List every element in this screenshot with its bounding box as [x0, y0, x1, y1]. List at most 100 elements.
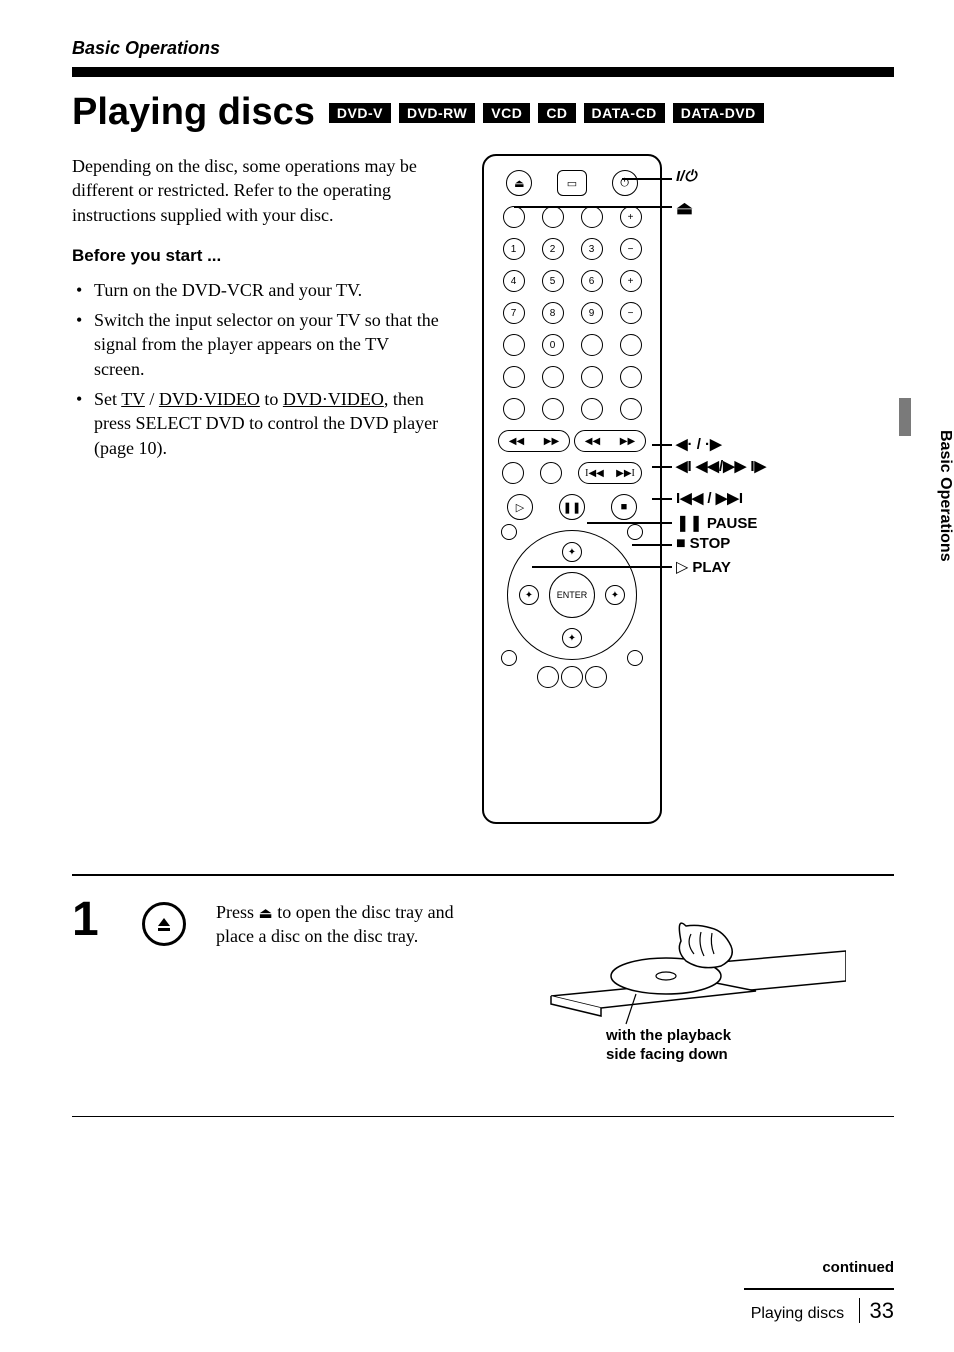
remote-dpad: ENTER ✦ ✦ ✦ ✦ — [507, 530, 637, 660]
remote-btn-a — [503, 366, 525, 388]
page-title: Playing discs — [72, 91, 315, 134]
remote-fn-row-2 — [494, 366, 650, 388]
remote-btn-e — [503, 398, 525, 420]
step-eject-icon — [142, 902, 186, 946]
b3-tv: TV — [121, 389, 145, 409]
lead-pause — [587, 522, 672, 524]
remote-btn-b — [542, 366, 564, 388]
remote-lower-3 — [585, 666, 607, 688]
remote-btn-skip-b — [540, 462, 562, 484]
remote-btn-g — [581, 398, 603, 420]
dpad-corner-tr — [627, 524, 643, 540]
remote-btn-1: 1 — [503, 238, 525, 260]
badge-dvd-v: DVD-V — [329, 103, 391, 123]
thick-rule — [72, 67, 894, 77]
badge-data-dvd: DATA-DVD — [673, 103, 764, 123]
remote-btn-2: 2 — [542, 238, 564, 260]
tray-caption: with the playback side facing down — [606, 1026, 731, 1065]
remote-num-row-3: 7 8 9 − — [494, 302, 650, 324]
remote-btn-minus2: − — [620, 302, 642, 324]
remote-top-row: ⏏ ▭ ⏻ — [494, 170, 650, 196]
remote-lower-2 — [561, 666, 583, 688]
lead-play — [532, 566, 672, 568]
before-list: Turn on the DVD-VCR and your TV. Switch … — [72, 278, 442, 460]
remote-num-row-4: 0 — [494, 334, 650, 356]
lead-stop — [632, 544, 672, 546]
disc-tray-svg — [526, 896, 846, 1026]
remote-btn-fn3 — [581, 206, 603, 228]
callout-stop: ■STOP — [676, 535, 730, 553]
left-column: Depending on the disc, some operations m… — [72, 154, 442, 844]
remote-pill-skip: I◀◀▶▶I — [578, 462, 642, 484]
section-header: Basic Operations — [72, 38, 894, 59]
remote-btn-8: 8 — [542, 302, 564, 324]
intro-paragraph: Depending on the disc, some operations m… — [72, 154, 442, 227]
b3-mid2: to — [260, 389, 283, 409]
remote-btn-3: 3 — [581, 238, 603, 260]
step-text: Press ⏏ to open the disc tray and place … — [216, 896, 496, 949]
remote-transport-row: ▷ ❚❚ ■ — [494, 494, 650, 520]
remote-pill-row-1: ◀◀▶▶ ◀◀▶▶ — [494, 430, 650, 452]
step-1-row: 1 Press ⏏ to open the disc tray and plac… — [72, 896, 894, 1096]
b3-mid1: / — [145, 389, 159, 409]
rule-above-step — [72, 874, 894, 876]
remote-btn-c — [581, 366, 603, 388]
footer-rule — [744, 1288, 894, 1290]
remote-btn-fn2 — [542, 206, 564, 228]
remote-btn-fn1 — [503, 206, 525, 228]
callout-power: I/⏻ — [676, 168, 696, 185]
bullet-3: Set TV / DVD·VIDEO to DVD·VIDEO, then pr… — [72, 387, 442, 460]
remote-btn-4: 4 — [503, 270, 525, 292]
remote-btn-0: 0 — [542, 334, 564, 356]
remote-btn-skip-a — [502, 462, 524, 484]
dpad-corner-bl — [501, 650, 517, 666]
dpad-enter: ENTER — [549, 572, 595, 618]
side-tab-bar — [899, 398, 911, 436]
lead-slow — [652, 444, 672, 446]
badge-data-cd: DATA-CD — [584, 103, 665, 123]
caption-line-2: side facing down — [606, 1046, 728, 1063]
page-footer: continued Playing discs 33 — [744, 1259, 894, 1324]
lead-eject — [514, 206, 672, 208]
remote-pill-scan-l: ◀◀▶▶ — [498, 430, 570, 452]
dpad-up: ✦ — [562, 542, 582, 562]
before-heading: Before you start ... — [72, 245, 442, 268]
caption-line-1: with the playback — [606, 1027, 731, 1044]
remote-num-row-1: 1 2 3 − — [494, 238, 650, 260]
remote-btn-9: 9 — [581, 302, 603, 324]
dpad-right: ✦ — [605, 585, 625, 605]
remote-skip-row: I◀◀▶▶I — [494, 462, 650, 484]
remote-btn-plus1: + — [620, 206, 642, 228]
step-number: 1 — [72, 896, 112, 944]
remote-btn-play: ▷ — [507, 494, 533, 520]
callout-skip: I◀◀ / ▶▶I — [676, 489, 743, 507]
dpad-left: ✦ — [519, 585, 539, 605]
callout-eject: ⏏ — [676, 198, 693, 219]
b3-dvdvideo-1: DVD·VIDEO — [159, 389, 260, 409]
footer-title: Playing discs — [751, 1305, 844, 1322]
remote-btn-minus1: − — [620, 238, 642, 260]
right-column: ⏏ ▭ ⏻ + 1 2 3 − 4 5 6 + — [472, 154, 894, 844]
remote-btn-blank2 — [581, 334, 603, 356]
callout-scan: ◀I ◀◀/▶▶ I▶ — [676, 457, 766, 475]
remote-btn-eject: ⏏ — [506, 170, 532, 196]
footer-page-number: 33 — [859, 1298, 894, 1323]
remote-num-row-2: 4 5 6 + — [494, 270, 650, 292]
remote-fn-row-3 — [494, 398, 650, 420]
lead-scan — [652, 466, 672, 468]
lead-power — [622, 178, 672, 180]
remote-btn-power: ⏻ — [612, 170, 638, 196]
lead-skip — [652, 498, 672, 500]
bullet-1: Turn on the DVD-VCR and your TV. — [72, 278, 442, 302]
step-text-pre: Press — [216, 902, 259, 922]
title-row: Playing discs DVD-V DVD-RW VCD CD DATA-C… — [72, 91, 894, 134]
step-illustration: with the playback side facing down — [526, 896, 894, 1031]
continued-label: continued — [744, 1259, 894, 1276]
callout-pause: ❚❚PAUSE — [676, 513, 757, 533]
remote-btn-7: 7 — [503, 302, 525, 324]
badge-dvd-rw: DVD-RW — [399, 103, 475, 123]
remote-btn-5: 5 — [542, 270, 564, 292]
remote-btn-d — [620, 366, 642, 388]
eject-icon — [154, 914, 174, 934]
remote-diagram: ⏏ ▭ ⏻ + 1 2 3 − 4 5 6 + — [482, 154, 662, 824]
